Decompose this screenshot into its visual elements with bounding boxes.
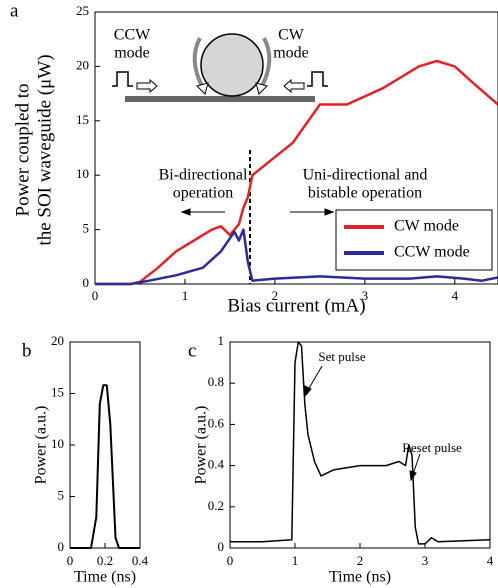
annotation: operation xyxy=(173,185,233,202)
x-tick-label: 2 xyxy=(357,553,364,568)
x-tick-label: 1 xyxy=(292,553,299,568)
y-tick-label: 5 xyxy=(58,487,65,502)
y-tick-label: 10 xyxy=(76,166,89,181)
x-tick-label: 0.4 xyxy=(132,553,149,568)
legend-box xyxy=(335,209,493,271)
annotation: Set pulse xyxy=(318,349,366,364)
y-tick-label: 0.2 xyxy=(208,498,224,513)
panel-label: c xyxy=(188,340,196,361)
annotation: CCW xyxy=(114,27,151,44)
x-tick-label: 3 xyxy=(362,288,369,303)
annotation: mode xyxy=(273,45,309,62)
x-axis-label: Time (ns) xyxy=(329,569,391,586)
data-line xyxy=(230,341,491,545)
y-axis-label: Power coupled to xyxy=(12,84,33,217)
annotation: Bi-directional xyxy=(159,167,248,184)
data-line xyxy=(95,228,498,286)
y-tick-label: 0 xyxy=(83,275,90,290)
y-tick-label: 25 xyxy=(76,3,89,18)
ring-diagram xyxy=(112,33,328,102)
annotation: mode xyxy=(114,45,150,62)
data-line xyxy=(95,59,498,286)
x-tick-label: 4 xyxy=(452,288,459,303)
pointer-arrows xyxy=(304,365,421,482)
y-axis-label: Power (a.u.) xyxy=(33,406,50,485)
x-axis-label: Time (ns) xyxy=(74,569,136,586)
x-tick-label: 0.2 xyxy=(97,553,113,568)
y-tick-label: 5 xyxy=(83,221,90,236)
y-axis-label: the SOI waveguide (μW) xyxy=(34,54,55,245)
y-tick-label: 15 xyxy=(76,112,89,127)
x-tick-label: 2 xyxy=(272,288,279,303)
y-tick-label: 0.4 xyxy=(208,457,225,472)
y-tick-label: 20 xyxy=(76,57,89,72)
y-tick-label: 20 xyxy=(51,333,64,348)
x-tick-label: 0 xyxy=(227,553,234,568)
y-tick-label: 10 xyxy=(51,436,64,451)
x-tick-label: 3 xyxy=(422,553,429,568)
y-tick-label: 0.8 xyxy=(208,374,224,389)
x-tick-label: 4 xyxy=(487,553,494,568)
x-tick-label: 0 xyxy=(92,288,99,303)
y-tick-label: 0.6 xyxy=(208,415,225,430)
direction-arrows xyxy=(180,208,335,216)
annotation: Reset pulse xyxy=(402,440,462,455)
legend-label: CW mode xyxy=(394,218,459,235)
plot-frame xyxy=(69,341,141,549)
y-axis-label: Power (a.u.) xyxy=(193,406,210,485)
y-tick-label: 0 xyxy=(58,539,65,554)
x-axis-label: Bias current (mA) xyxy=(227,295,365,316)
x-tick-label: 0 xyxy=(67,553,74,568)
panel-label: a xyxy=(10,0,19,21)
data-line xyxy=(70,384,140,549)
annotation: bistable operation xyxy=(308,185,422,202)
plot-frame xyxy=(94,11,498,285)
annotation: CW xyxy=(278,27,305,44)
x-tick-label: 1 xyxy=(182,288,189,303)
y-tick-label: 15 xyxy=(51,384,64,399)
legend-label: CCW mode xyxy=(394,244,470,261)
y-tick-label: 0 xyxy=(218,539,225,554)
annotation: Uni-directional and xyxy=(303,167,428,184)
y-tick-label: 1 xyxy=(218,333,225,348)
panel-label: b xyxy=(22,340,32,361)
